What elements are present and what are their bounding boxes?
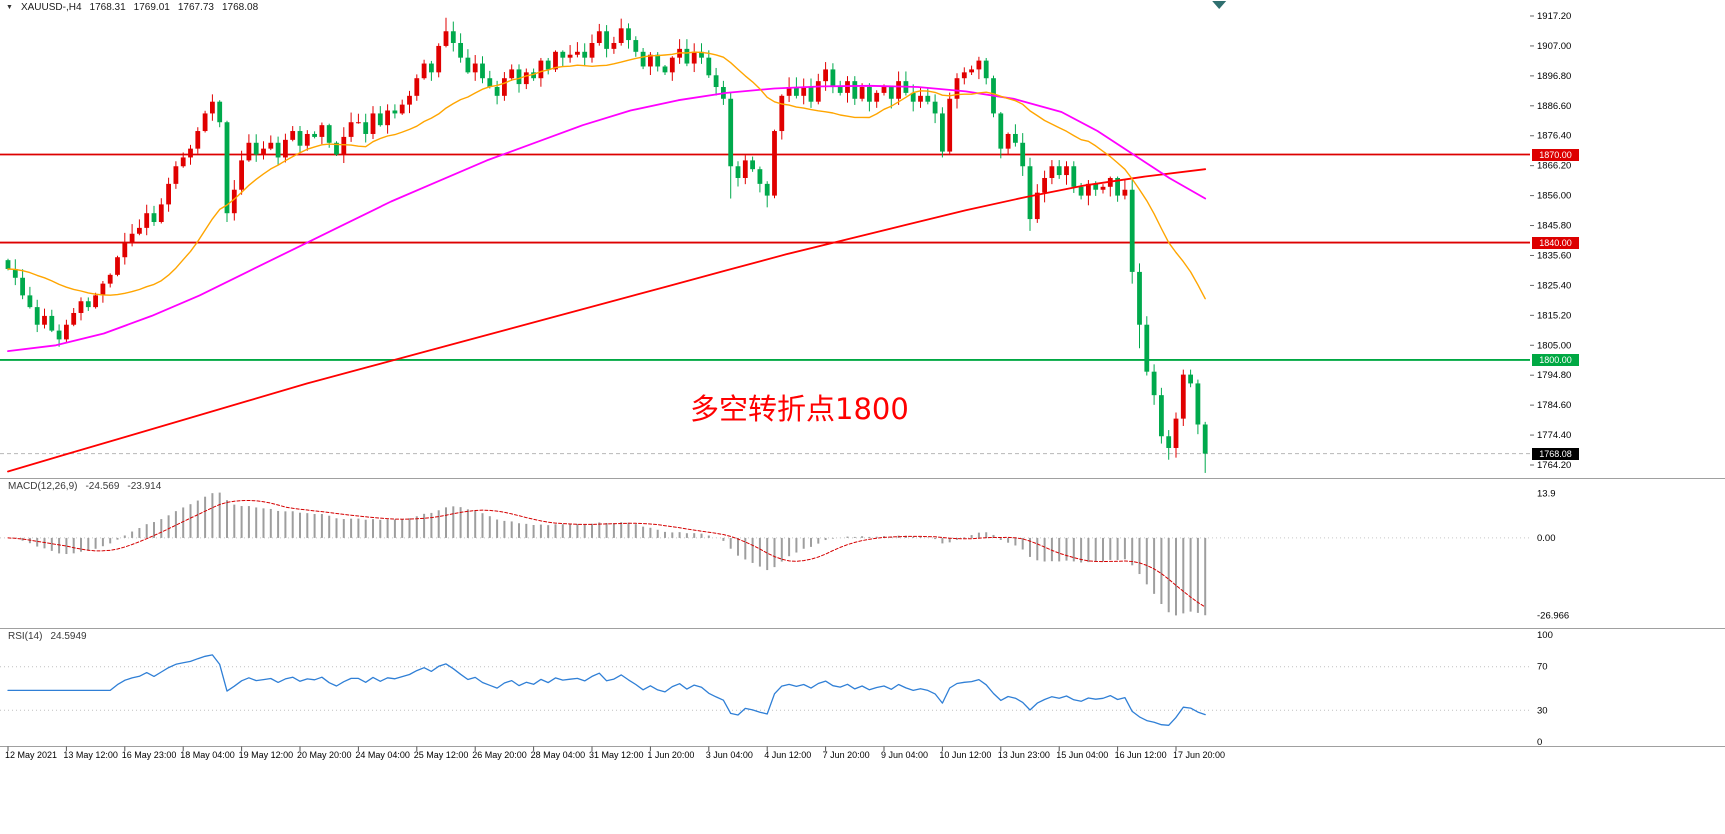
price-axis-label: 1866.20	[1537, 161, 1571, 172]
time-axis-label: 7 Jun 20:00	[823, 750, 870, 760]
symbol-timeframe-label: XAUUSD-,H4	[20, 2, 82, 13]
price-axis-label: 1784.60	[1537, 400, 1571, 411]
ohlc-high-value: 1769.01	[133, 2, 170, 13]
time-axis-label: 12 May 2021	[5, 750, 57, 760]
mid-ma-line	[7, 84, 1207, 353]
time-axis-label: 20 May 20:00	[297, 750, 352, 760]
price-level-tag: 1800.00	[1532, 353, 1579, 366]
time-axis-label: 10 Jun 12:00	[939, 750, 991, 760]
time-axis-label: 19 May 12:00	[239, 750, 294, 760]
macd-header: MACD(12,26,9) -24.569 -23.914	[8, 481, 161, 492]
price-axis-label: 1917.20	[1537, 11, 1571, 22]
rsi-axis-label: 100	[1537, 630, 1553, 641]
macd-axis-label: 0.00	[1537, 533, 1556, 544]
long-ma-line	[7, 168, 1207, 473]
macd-indicator-label: MACD(12,26,9)	[8, 481, 78, 492]
rsi-axis-label: 0	[1537, 737, 1542, 748]
ohlc-open-value: 1768.31	[89, 2, 126, 13]
time-axis-label: 13 May 12:00	[63, 750, 118, 760]
symbol-dropdown-icon[interactable]: ▼	[6, 4, 13, 11]
rsi-header: RSI(14) 24.5949	[8, 631, 87, 642]
time-axis-label: 17 Jun 20:00	[1173, 750, 1225, 760]
time-axis-label: 24 May 04:00	[355, 750, 410, 760]
rsi-indicator-label: RSI(14)	[8, 631, 43, 642]
time-axis-label: 31 May 12:00	[589, 750, 644, 760]
price-axis-label: 1886.60	[1537, 101, 1571, 112]
price-axis-label: 1774.40	[1537, 430, 1571, 441]
last-price-tag: 1768.08	[1532, 447, 1579, 460]
price-axis[interactable]: 1917.20 1907.00 1896.80 1886.60 1876.40 1866.…	[1530, 11, 1571, 471]
price-axis-label: 1907.00	[1537, 41, 1571, 52]
time-axis[interactable]: 12 May 2021 13 May 12:00 16 May 23:00 18 Ma…	[5, 746, 1225, 761]
chart-annotation-text: 多空转折点1800	[690, 392, 909, 426]
rsi-axis-label: 30	[1537, 705, 1548, 716]
price-axis-label: 1825.40	[1537, 280, 1571, 291]
ohlc-close-value: 1768.08	[221, 2, 259, 13]
macd-main-value: -24.569	[85, 481, 120, 492]
time-axis-label: 26 May 20:00	[472, 750, 527, 760]
time-axis-label: 16 May 23:00	[122, 750, 177, 760]
time-axis-label: 16 Jun 12:00	[1115, 750, 1167, 760]
rsi-current-value: 24.5949	[50, 631, 87, 642]
macd-panel[interactable]: 13.9 0.00 -26.966	[0, 489, 1569, 622]
price-axis-label: 1764.20	[1537, 460, 1571, 471]
time-axis-label: 28 May 04:00	[531, 750, 586, 760]
price-axis-label: 1845.80	[1537, 221, 1571, 232]
rsi-line	[7, 654, 1206, 726]
time-axis-label: 1 Jun 20:00	[647, 750, 694, 760]
price-level-tag: 1870.00	[1532, 148, 1579, 161]
time-axis-label: 18 May 04:00	[180, 750, 235, 760]
time-axis-label: 4 Jun 12:00	[764, 750, 811, 760]
price-axis-label: 1805.00	[1537, 340, 1571, 351]
price-axis-label: 1794.80	[1537, 370, 1571, 381]
main-price-panel[interactable]	[0, 17, 1530, 473]
rsi-axis-label: 70	[1537, 662, 1548, 673]
time-axis-label: 13 Jun 23:00	[998, 750, 1050, 760]
macd-signal-value: -23.914	[127, 481, 162, 492]
macd-axis-label: -26.966	[1537, 610, 1569, 621]
chart-shift-marker-icon[interactable]	[1212, 1, 1227, 9]
price-axis-label: 1856.00	[1537, 191, 1571, 202]
time-axis-label: 9 Jun 04:00	[881, 750, 928, 760]
time-axis-label: 3 Jun 04:00	[706, 750, 753, 760]
price-axis-label: 1835.60	[1537, 250, 1571, 261]
macd-signal-line	[7, 500, 1206, 608]
candlesticks	[5, 17, 1208, 473]
price-axis-label: 1815.20	[1537, 310, 1571, 321]
price-axis-label: 1876.40	[1537, 131, 1571, 142]
price-axis-label: 1896.80	[1537, 71, 1571, 82]
time-axis-label: 15 Jun 04:00	[1056, 750, 1108, 760]
fast-ma-line	[7, 51, 1206, 300]
rsi-panel[interactable]: 100 70 30 0	[0, 630, 1553, 748]
macd-axis-label: 13.9	[1537, 489, 1556, 500]
chart-ohlc-header: ▼ XAUUSD-,H4 1768.31 1769.01 1767.73 176…	[6, 2, 258, 13]
time-axis-label: 25 May 12:00	[414, 750, 469, 760]
price-level-tag: 1840.00	[1532, 236, 1579, 249]
ohlc-low-value: 1767.73	[177, 2, 214, 13]
